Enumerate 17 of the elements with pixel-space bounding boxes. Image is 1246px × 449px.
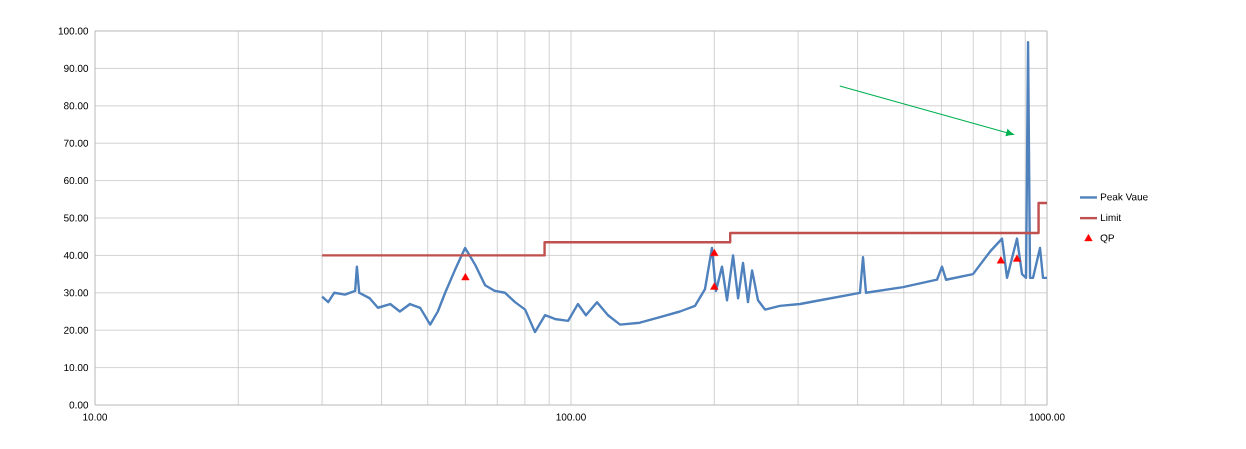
x-tick-label: 10.00	[83, 413, 108, 421]
x-tick-label: 1000.00	[1029, 413, 1065, 421]
legend-label: Limit	[1100, 213, 1122, 222]
y-tick-label: 10.00	[64, 364, 89, 372]
legend-label: Peak Vaue	[1100, 193, 1148, 201]
y-tick-label: 60.00	[64, 177, 89, 185]
y-tick-label: 0.00	[69, 401, 89, 409]
y-tick-label: 80.00	[64, 102, 89, 110]
y-tick-label: 50.00	[63, 214, 89, 222]
x-tick-label: 100.00	[556, 413, 586, 421]
legend-label: QP	[1100, 234, 1115, 244]
y-tick-label: 20.00	[64, 326, 89, 334]
y-tick-label: 90.00	[64, 64, 89, 72]
y-tick-label: 30.00	[63, 289, 89, 297]
y-tick-label: 100.00	[58, 27, 89, 35]
y-tick-label: 70.00	[64, 139, 89, 147]
y-tick-label: 40.00	[63, 251, 89, 259]
